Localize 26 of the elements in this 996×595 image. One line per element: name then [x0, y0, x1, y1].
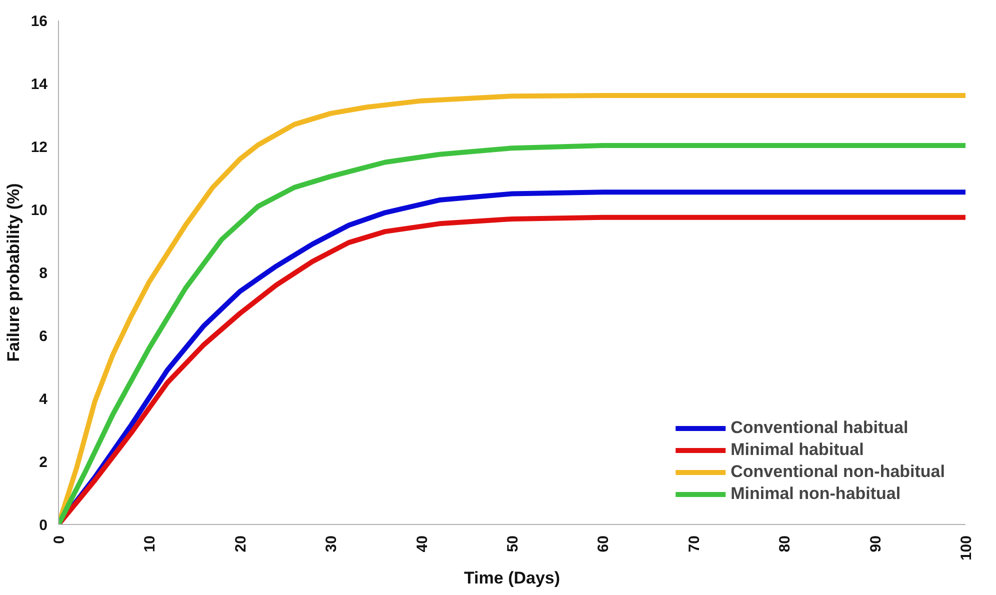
x-tick-label: 50	[504, 535, 522, 552]
legend-label: Minimal non-habitual	[730, 484, 901, 504]
x-tick-label: 20	[232, 535, 250, 552]
y-tick-label: 0	[39, 517, 48, 534]
x-tick-label: 80	[776, 535, 794, 552]
y-tick-label: 16	[30, 13, 48, 30]
legend-label: Minimal habitual	[730, 440, 864, 460]
y-axis-title: Failure probability (%)	[4, 183, 23, 362]
x-tick-label: 10	[142, 535, 159, 552]
legend-label: Conventional habitual	[730, 418, 908, 438]
x-tick-label: 40	[414, 535, 431, 552]
y-tick-label: 8	[39, 265, 48, 282]
x-tick-label: 90	[867, 535, 884, 552]
y-tick-label: 12	[30, 139, 48, 156]
y-tick-label: 14	[30, 76, 48, 93]
y-tick-label: 6	[39, 328, 48, 345]
x-tick-label: 30	[323, 535, 340, 552]
x-axis-title: Time (Days)	[464, 568, 560, 588]
y-tick-label: 10	[30, 202, 48, 219]
y-tick-label: 2	[39, 454, 48, 471]
x-tick-label: 60	[595, 535, 612, 552]
y-tick-label: 4	[39, 391, 48, 408]
x-tick-label: 70	[686, 535, 703, 552]
x-tick-label: 0	[51, 536, 68, 544]
x-tick-label: 100	[958, 535, 975, 561]
legend-label: Conventional non-habitual	[730, 462, 945, 482]
